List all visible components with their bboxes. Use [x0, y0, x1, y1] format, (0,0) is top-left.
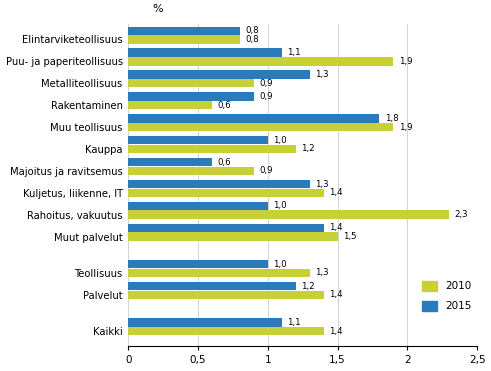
- Bar: [128, 202, 268, 210]
- Text: 1,8: 1,8: [385, 114, 399, 123]
- Bar: [128, 92, 254, 101]
- Bar: [128, 224, 324, 232]
- Text: 1,3: 1,3: [315, 180, 329, 188]
- Text: 1,0: 1,0: [273, 201, 287, 210]
- Bar: [128, 282, 296, 290]
- Text: 1,1: 1,1: [287, 318, 301, 327]
- Text: 0,9: 0,9: [259, 92, 273, 101]
- Text: 0,9: 0,9: [259, 166, 273, 175]
- Text: 1,4: 1,4: [329, 188, 343, 197]
- Bar: [128, 188, 324, 197]
- Bar: [128, 158, 212, 166]
- Bar: [128, 123, 393, 131]
- Text: 0,9: 0,9: [259, 79, 273, 88]
- Bar: [128, 260, 268, 269]
- Bar: [128, 79, 254, 88]
- Text: 0,8: 0,8: [246, 26, 259, 35]
- Text: 1,3: 1,3: [315, 70, 329, 79]
- Text: 2,3: 2,3: [455, 210, 468, 219]
- Bar: [128, 180, 310, 188]
- Bar: [128, 167, 254, 175]
- Bar: [128, 327, 324, 335]
- Text: 0,6: 0,6: [218, 158, 231, 167]
- Bar: [128, 318, 282, 327]
- Bar: [128, 35, 240, 44]
- Text: 1,4: 1,4: [329, 327, 343, 336]
- Text: 1,4: 1,4: [329, 290, 343, 299]
- Bar: [128, 70, 310, 79]
- Text: 1,4: 1,4: [329, 223, 343, 232]
- Bar: [128, 114, 380, 122]
- Text: 1,9: 1,9: [399, 57, 412, 66]
- Bar: [128, 145, 296, 153]
- Text: %: %: [152, 4, 163, 14]
- Bar: [128, 290, 324, 299]
- Bar: [128, 101, 212, 109]
- Bar: [128, 48, 282, 57]
- Bar: [128, 232, 338, 241]
- Text: 1,0: 1,0: [273, 260, 287, 269]
- Text: 1,1: 1,1: [287, 48, 301, 57]
- Text: 1,5: 1,5: [343, 232, 357, 241]
- Text: 1,2: 1,2: [301, 282, 315, 290]
- Bar: [128, 136, 268, 144]
- Bar: [128, 269, 310, 277]
- Legend: 2010, 2015: 2010, 2015: [418, 277, 475, 315]
- Text: 0,8: 0,8: [246, 35, 259, 44]
- Bar: [128, 210, 449, 219]
- Text: 1,3: 1,3: [315, 269, 329, 278]
- Bar: [128, 26, 240, 35]
- Bar: [128, 57, 393, 66]
- Text: 1,2: 1,2: [301, 144, 315, 154]
- Text: 0,6: 0,6: [218, 101, 231, 109]
- Text: 1,9: 1,9: [399, 122, 412, 132]
- Text: 1,0: 1,0: [273, 136, 287, 145]
